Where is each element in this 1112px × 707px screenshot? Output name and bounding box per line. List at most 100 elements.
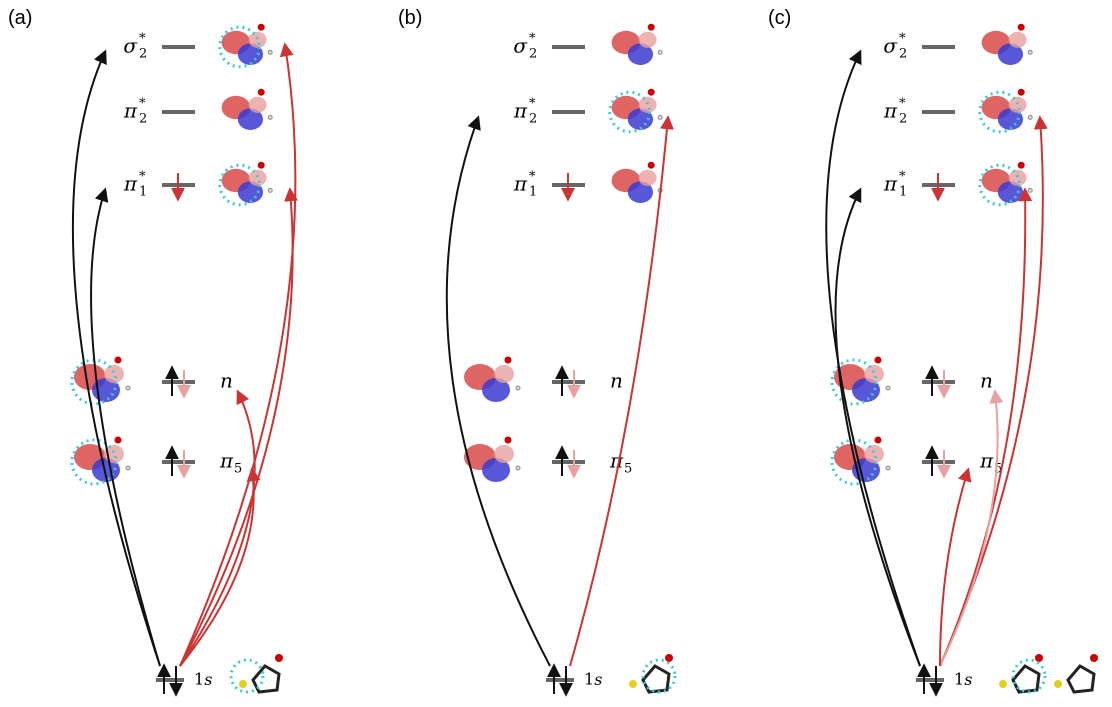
atom <box>1017 23 1025 31</box>
highlight <box>978 90 1021 134</box>
lobe <box>852 378 880 402</box>
level-symbol: π <box>979 449 994 473</box>
atom <box>657 114 663 120</box>
ring <box>1066 664 1096 694</box>
lobe <box>482 458 510 482</box>
lobe <box>638 31 657 48</box>
atom <box>647 23 655 31</box>
orbital-isosurface <box>70 356 131 406</box>
atom <box>515 385 521 391</box>
level-sup: * <box>529 170 536 185</box>
orbital-isosurface <box>464 356 521 402</box>
excitation-arrow <box>939 187 1033 667</box>
molecule <box>999 654 1047 694</box>
level-symbol: 1s <box>194 670 212 689</box>
lobe <box>237 108 263 130</box>
atom <box>1054 680 1062 688</box>
level-sub: 2 <box>899 112 907 127</box>
level-symbol: π <box>513 99 528 123</box>
molecule <box>229 654 283 694</box>
level-sub: 2 <box>139 112 147 127</box>
level-sup: * <box>899 32 906 47</box>
orbital-isosurface <box>608 88 663 134</box>
highlight <box>218 25 261 69</box>
level-sup: * <box>139 32 146 47</box>
excitation-arrow <box>939 389 1004 667</box>
level-sup: * <box>899 97 906 112</box>
lobe <box>638 96 657 113</box>
atom <box>999 680 1007 688</box>
atom <box>267 49 273 55</box>
panel-label: (b) <box>398 7 422 29</box>
level-symbol: π <box>513 172 528 196</box>
atom <box>114 356 122 364</box>
atom <box>885 385 891 391</box>
lobe <box>494 365 514 383</box>
excitation-arrow <box>179 389 256 667</box>
lobe <box>638 169 657 186</box>
atom <box>257 161 265 169</box>
level-sub: 2 <box>139 47 147 62</box>
lobe <box>92 458 120 482</box>
level-sup: * <box>529 32 536 47</box>
lobe <box>1008 169 1027 186</box>
orbital-isosurface <box>464 436 521 482</box>
highlight <box>70 438 118 486</box>
atom <box>647 88 655 96</box>
orbital-isosurface <box>830 436 891 486</box>
level-symbol-italic: s <box>964 670 972 689</box>
panel-label: (c) <box>768 7 791 29</box>
lobe <box>864 445 884 463</box>
level-symbol: n <box>610 369 623 393</box>
atom <box>515 465 521 471</box>
excitation-arrow <box>179 467 261 667</box>
level-symbol-italic: s <box>594 670 602 689</box>
atom <box>874 356 882 364</box>
ring <box>1011 664 1041 694</box>
atom <box>257 23 265 31</box>
atom <box>1027 187 1033 193</box>
excitation-arrow <box>179 187 298 667</box>
atom <box>504 356 512 364</box>
level-sub: 5 <box>234 462 242 477</box>
level-sub: 2 <box>899 47 907 62</box>
atom <box>885 465 891 471</box>
level-symbol: σ <box>883 34 898 58</box>
level-symbol: σ <box>123 34 138 58</box>
level-symbol: π <box>123 172 138 196</box>
level-symbol: π <box>883 172 898 196</box>
orbital-isosurface <box>221 88 273 130</box>
atom <box>1017 161 1025 169</box>
lobe <box>248 31 267 48</box>
excitation-arrow <box>179 42 297 667</box>
atom <box>114 436 122 444</box>
ring <box>251 664 281 694</box>
level-sup: * <box>139 170 146 185</box>
atom <box>1090 654 1098 662</box>
orbital-isosurface <box>70 436 131 486</box>
panel-label: (a) <box>8 7 32 29</box>
level-sub: 1 <box>529 185 537 200</box>
level-symbol: n <box>980 369 993 393</box>
level-symbol: π <box>883 99 898 123</box>
lobe <box>104 365 124 383</box>
level-sub: 5 <box>624 462 632 477</box>
level-symbol: σ <box>513 34 528 58</box>
highlight <box>229 658 265 694</box>
atom <box>1035 654 1043 662</box>
atom <box>257 88 265 96</box>
atom <box>1017 88 1025 96</box>
molecule <box>629 654 677 694</box>
lobe <box>1008 96 1027 113</box>
orbital-isosurface <box>611 161 663 203</box>
highlight <box>218 163 261 207</box>
atom <box>267 114 273 120</box>
highlight <box>641 658 677 694</box>
molecule <box>1054 654 1098 694</box>
lobe <box>627 181 654 203</box>
atom <box>665 654 673 662</box>
atom <box>275 654 283 662</box>
atom <box>657 49 663 55</box>
excitation-arrow <box>834 187 921 667</box>
atom <box>629 680 637 688</box>
